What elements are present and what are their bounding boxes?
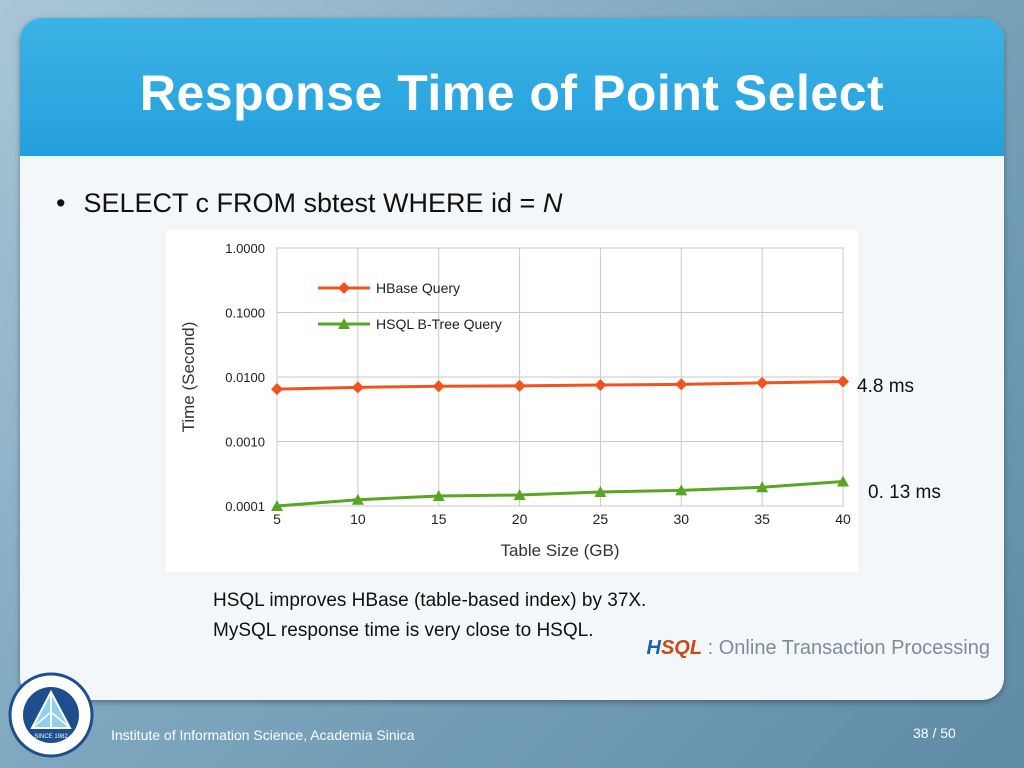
x-tick-label: 20 [512, 511, 528, 527]
data-point-hbase [271, 383, 283, 396]
data-point-hsql [271, 500, 283, 511]
note-line-2: MySQL response time is very close to HSQ… [213, 620, 594, 641]
data-point-hbase [675, 378, 688, 391]
hsql-brand-h: H [646, 637, 661, 659]
y-tick-label: 0.0010 [225, 435, 265, 450]
bullet-dot-icon: • [56, 188, 66, 218]
x-axis-label: Table Size (GB) [500, 541, 619, 560]
data-point-hsql [756, 481, 769, 493]
seal-text: SINCE 1982 [34, 734, 68, 740]
y-tick-label: 0.0100 [225, 370, 265, 385]
institute-seal-icon: SINCE 1982 [8, 672, 94, 758]
footer-institute: Institute of Information Science, Academ… [111, 727, 415, 743]
data-point-hsql [675, 484, 688, 496]
title-bar: Response Time of Point Select [20, 18, 1004, 159]
data-point-hsql [594, 485, 607, 497]
bullet-query: • SELECT c FROM sbtest WHERE id = N [56, 188, 562, 219]
series-line-hbase [276, 380, 844, 391]
x-tick-label: 15 [431, 511, 447, 527]
data-point-hsql [837, 475, 849, 487]
legend-label: HBase Query [376, 280, 460, 296]
x-tick-label: 25 [593, 511, 609, 527]
data-point-hbase [351, 381, 364, 394]
response-time-chart: 1.0000 0.1000 0.0100 0.0010 0.0001 5 10 15 20 25 3… [179, 241, 851, 560]
hsql-brand: HSQL [647, 637, 703, 659]
annotation-hbase: 4.8 ms [857, 376, 915, 397]
data-point-hbase [594, 379, 607, 392]
y-tick-label: 0.0001 [225, 499, 265, 514]
x-tick-label: 5 [273, 511, 281, 527]
data-point-hsql [513, 489, 526, 501]
data-point-hbase [756, 376, 769, 389]
data-point-hsql [432, 489, 445, 501]
y-tick-label: 0.1000 [225, 306, 265, 321]
slide-title: Response Time of Point Select [139, 65, 885, 121]
footer-subtitle-text: : Online Transaction Processing [702, 637, 990, 659]
data-point-hbase [513, 379, 526, 392]
hsql-brand-rest: SQL [660, 637, 703, 659]
legend-marker [338, 318, 350, 329]
series-line-hsql [276, 479, 844, 508]
data-point-hbase [432, 380, 445, 393]
x-tick-label: 10 [350, 511, 366, 527]
annotation-hsql: 0. 13 ms [868, 482, 941, 503]
x-tick-label: 40 [835, 511, 851, 527]
x-tick-label: 30 [673, 511, 689, 527]
x-tick-label: 35 [754, 511, 770, 527]
note-line-1: HSQL improves HBase (table-based index) … [213, 590, 647, 611]
y-tick-label: 1.0000 [225, 241, 265, 256]
bullet-query-text: SELECT c FROM sbtest WHERE id = [83, 188, 543, 218]
legend-label: HSQL B-Tree Query [376, 316, 502, 332]
data-point-hsql [351, 493, 364, 505]
page-number: 38 / 50 [913, 725, 956, 741]
slide-card: Response Time of Point Select • SELECT c … [20, 18, 1004, 700]
bullet-query-variable: N [542, 188, 563, 218]
footer-subtitle: HSQL : Online Transaction Processing [647, 637, 991, 660]
chart-container: 1.0000 0.1000 0.0100 0.0010 0.0001 5 10 15 20 25 3… [166, 230, 858, 572]
legend-marker [338, 282, 350, 294]
data-point-hbase [837, 375, 849, 388]
y-axis-label: Time (Second) [179, 322, 198, 433]
